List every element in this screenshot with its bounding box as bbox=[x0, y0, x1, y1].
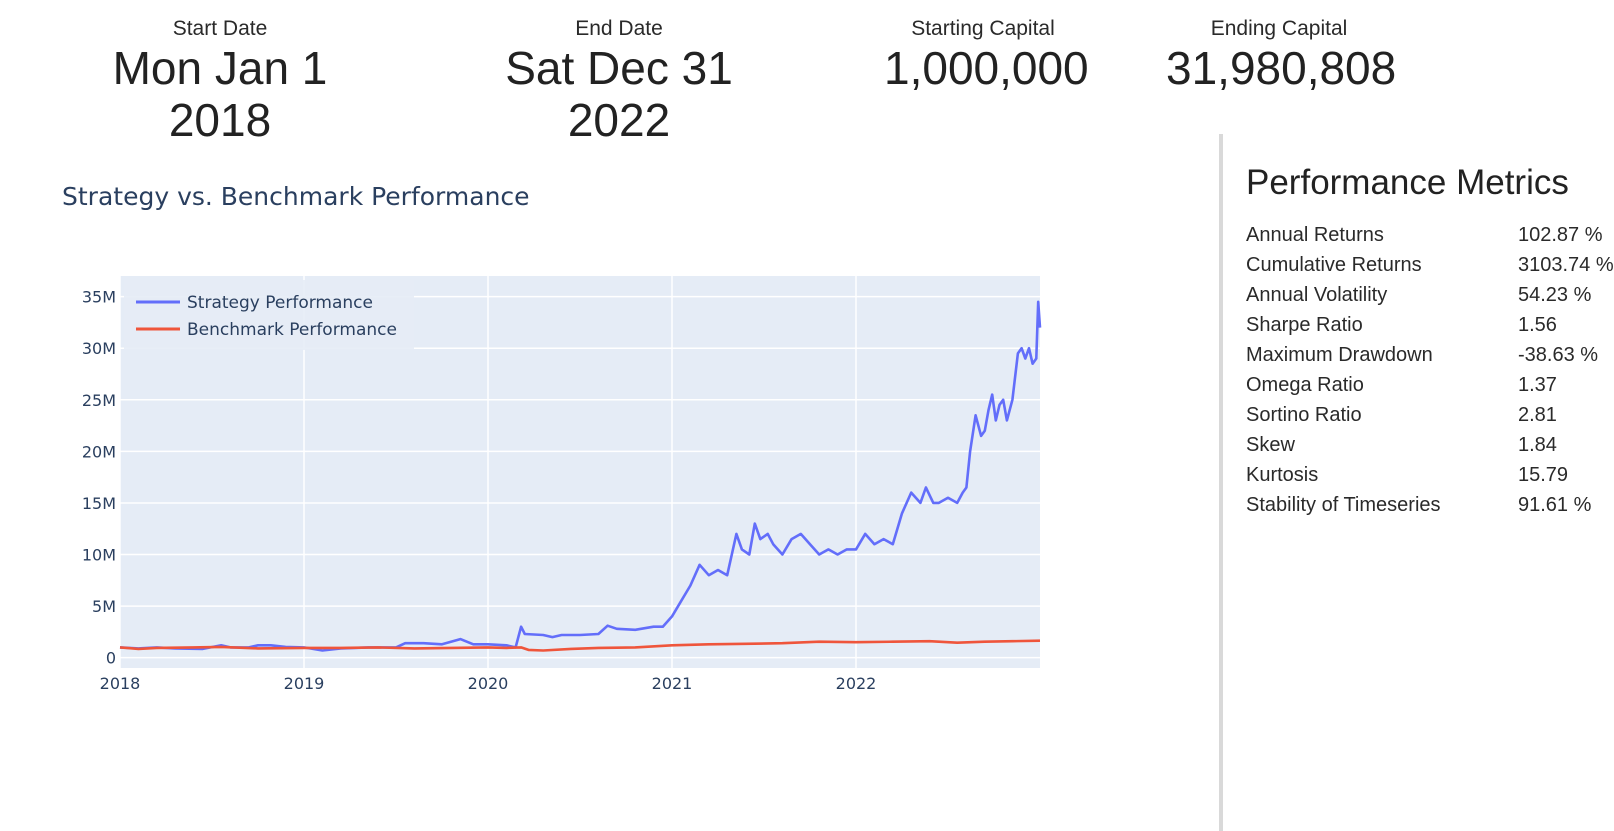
x-tick-label: 2022 bbox=[836, 674, 877, 693]
y-tick-label: 15M bbox=[82, 494, 116, 513]
metric-value: 102.87 % bbox=[1518, 224, 1603, 246]
chart-title: Strategy vs. Benchmark Performance bbox=[62, 182, 530, 211]
metric-value: 91.61 % bbox=[1518, 494, 1592, 516]
metric-row: Annual Volatility 54.23 % bbox=[1246, 280, 1614, 310]
metric-value: 15.79 bbox=[1518, 464, 1569, 486]
metric-row: Annual Returns 102.87 % bbox=[1246, 220, 1614, 250]
metrics-title: Performance Metrics bbox=[1246, 163, 1569, 202]
metric-value: 54.23 % bbox=[1518, 284, 1592, 306]
y-tick-label: 30M bbox=[82, 339, 116, 358]
y-tick-label: 35M bbox=[82, 288, 116, 307]
start-date-label: Start Date bbox=[172, 17, 268, 40]
starting-capital-stat: Starting Capital 1,000,000 bbox=[884, 16, 1089, 94]
y-tick-label: 10M bbox=[82, 546, 116, 565]
metric-name: Omega Ratio bbox=[1246, 374, 1364, 396]
metric-value: 1.37 bbox=[1518, 374, 1557, 396]
metric-name: Annual Volatility bbox=[1246, 284, 1388, 306]
metric-name: Skew bbox=[1246, 434, 1295, 456]
metric-name: Annual Returns bbox=[1246, 224, 1384, 246]
ending-capital-value: 31,980,808 bbox=[1166, 42, 1397, 94]
legend-background bbox=[124, 280, 414, 350]
metrics-table: Annual Returns 102.87 % Cumulative Returns… bbox=[1246, 220, 1614, 520]
end-date-label: End Date bbox=[575, 17, 663, 40]
starting-capital-value: 1,000,000 bbox=[884, 42, 1089, 94]
legend-item-benchmark[interactable]: Benchmark Performance bbox=[136, 320, 397, 340]
metric-name: Sortino Ratio bbox=[1246, 404, 1362, 426]
ending-capital-label: Ending Capital bbox=[1210, 17, 1348, 40]
y-tick-label: 20M bbox=[82, 442, 116, 461]
panel-divider bbox=[1219, 134, 1223, 831]
metric-row: Sortino Ratio 2.81 bbox=[1246, 400, 1614, 430]
metric-value: 2.81 bbox=[1518, 404, 1557, 426]
metric-row: Kurtosis 15.79 bbox=[1246, 460, 1614, 490]
metric-value: -38.63 % bbox=[1518, 344, 1599, 366]
legend-label: Strategy Performance bbox=[187, 293, 373, 313]
metric-row: Sharpe Ratio 1.56 bbox=[1246, 310, 1614, 340]
metric-name: Cumulative Returns bbox=[1246, 254, 1422, 276]
metric-row: Maximum Drawdown -38.63 % bbox=[1246, 340, 1614, 370]
grid-lines bbox=[119, 276, 1040, 668]
legend-label: Benchmark Performance bbox=[187, 320, 397, 340]
metric-value: 1.56 bbox=[1518, 314, 1557, 336]
y-tick-label: 25M bbox=[82, 391, 116, 410]
benchmark-performance-line bbox=[119, 639, 1041, 652]
end-date-stat: End Date Sat Dec 31 2022 bbox=[452, 16, 786, 146]
start-date-value: Mon Jan 1 2018 bbox=[112, 42, 328, 146]
metric-row: Omega Ratio 1.37 bbox=[1246, 370, 1614, 400]
x-tick-label: 2019 bbox=[284, 674, 325, 693]
ending-capital-stat: Ending Capital 31,980,808 bbox=[1166, 16, 1397, 94]
metric-row: Cumulative Returns 3103.74 % bbox=[1246, 250, 1614, 280]
x-axis-ticks: 2018 2019 2020 2021 2022 bbox=[100, 674, 877, 693]
x-tick-label: 2021 bbox=[652, 674, 693, 693]
metric-name: Maximum Drawdown bbox=[1246, 344, 1433, 366]
metric-name: Stability of Timeseries bbox=[1246, 494, 1441, 516]
y-tick-label: 5M bbox=[92, 597, 116, 616]
x-tick-label: 2020 bbox=[468, 674, 509, 693]
metric-value: 1.84 bbox=[1518, 434, 1557, 456]
metric-row: Stability of Timeseries 91.61 % bbox=[1246, 490, 1614, 520]
x-tick-label: 2018 bbox=[100, 674, 141, 693]
y-axis-ticks: 0 5M 10M 15M 20M 25M 30M 35M bbox=[82, 288, 116, 668]
end-date-value: Sat Dec 31 2022 bbox=[505, 42, 733, 146]
series-lines bbox=[119, 300, 1042, 652]
metric-row: Skew 1.84 bbox=[1246, 430, 1614, 460]
legend-item-strategy[interactable]: Strategy Performance bbox=[136, 293, 373, 313]
metric-name: Sharpe Ratio bbox=[1246, 314, 1363, 336]
metric-value: 3103.74 % bbox=[1518, 254, 1614, 276]
metric-name: Kurtosis bbox=[1246, 464, 1319, 486]
starting-capital-label: Starting Capital bbox=[911, 17, 1055, 40]
y-tick-label: 0 bbox=[106, 649, 116, 668]
start-date-stat: Start Date Mon Jan 1 2018 bbox=[62, 16, 378, 146]
legend[interactable]: Strategy Performance Benchmark Performanc… bbox=[124, 280, 414, 350]
